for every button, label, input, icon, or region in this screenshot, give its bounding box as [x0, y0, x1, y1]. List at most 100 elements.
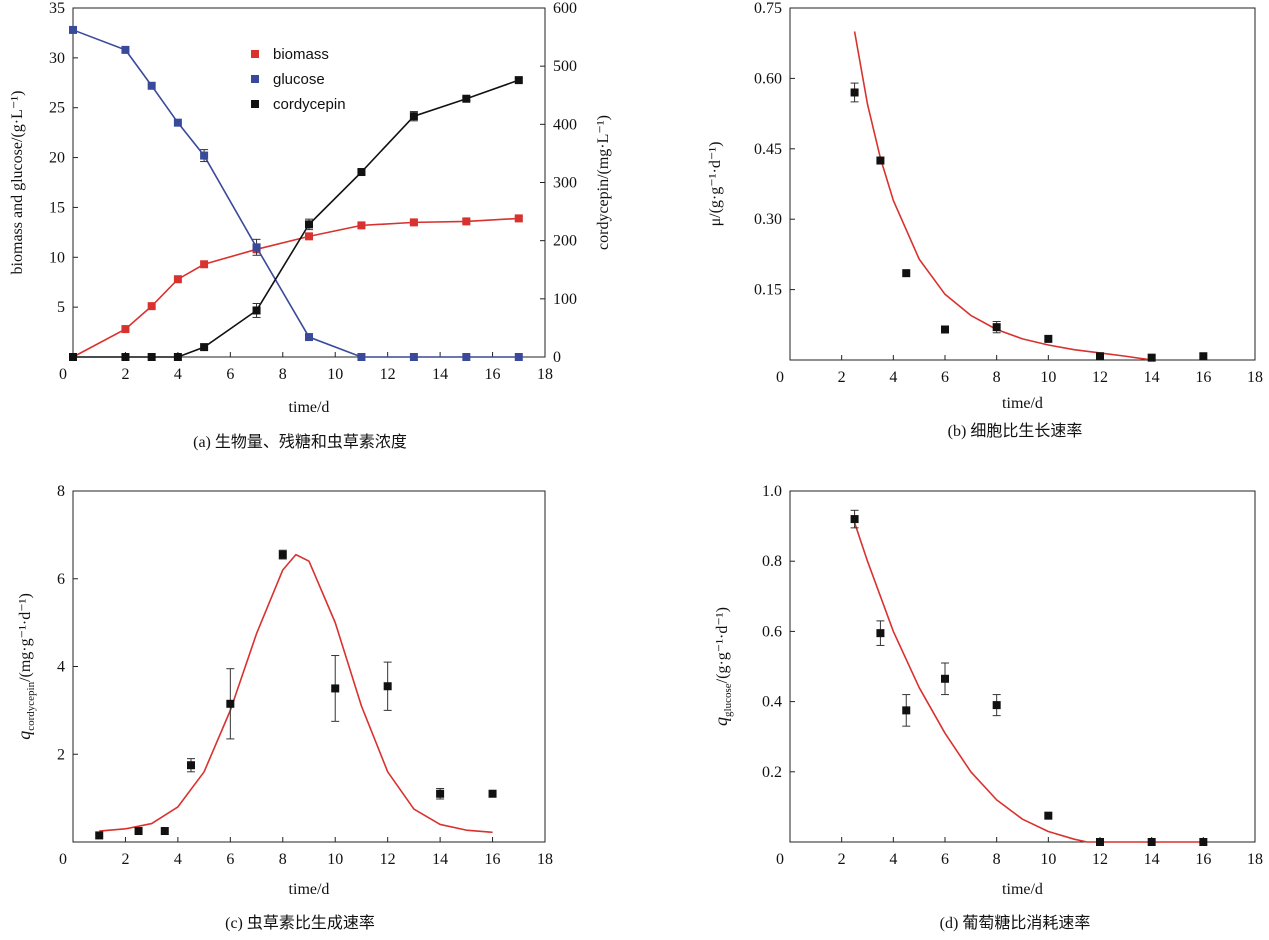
x-tick-label: 16 — [1195, 369, 1211, 386]
y-tick-label: 4 — [57, 659, 65, 676]
x-tick-label: 16 — [1195, 851, 1211, 868]
data-point-glucose — [409, 353, 418, 361]
y-tick-label: 5 — [57, 299, 65, 316]
fit-curve — [853, 522, 1204, 843]
data-point-biomass — [147, 302, 156, 311]
x-tick-label: 14 — [432, 366, 448, 383]
y-axis-label-subscript: cordycepin — [25, 681, 37, 730]
y-tick-label: 0.30 — [754, 211, 782, 228]
x-tick-label: 6 — [226, 851, 234, 868]
x-tick-label: 8 — [993, 851, 1001, 868]
data-point — [876, 629, 885, 638]
y-tick-label: 1.0 — [762, 483, 782, 500]
panel-caption: (c) 虫草素比生成速率 — [225, 914, 375, 932]
y-tick-label: 0.15 — [754, 282, 782, 299]
x-tick-label: 2 — [838, 369, 846, 386]
data-point-biomass — [514, 214, 523, 223]
data-point-cordycepin — [462, 94, 471, 103]
data-point-cordycepin — [69, 353, 77, 361]
data-point — [160, 827, 169, 836]
x-tick-label: 0 — [59, 366, 67, 383]
data-point — [1199, 352, 1208, 361]
data-point — [278, 550, 287, 559]
data-point — [187, 761, 195, 770]
y-tick-label: 0.8 — [762, 553, 782, 570]
x-tick-label: 6 — [941, 851, 949, 868]
data-point — [1147, 838, 1156, 846]
data-point — [992, 701, 1001, 710]
x-tick-label: 14 — [1144, 851, 1160, 868]
x-tick-label: 0 — [776, 369, 784, 386]
data-point — [992, 323, 1001, 332]
y-axis-label-symbol: q — [711, 717, 731, 726]
y-axis-label: biomass and glucose/(g·L⁻¹) — [9, 91, 26, 275]
y2-tick-label: 400 — [553, 116, 577, 133]
x-axis-label: time/d — [289, 399, 330, 416]
x-tick-label: 4 — [889, 369, 897, 386]
y-axis-label-unit: /(mg·g⁻¹·d⁻¹) — [17, 593, 34, 682]
plot-frame — [789, 7, 1256, 361]
y-axis-label: μ/(g·g⁻¹·d⁻¹) — [707, 142, 724, 227]
x-tick-label: 10 — [1040, 369, 1056, 386]
data-point-cordycepin — [252, 306, 261, 315]
data-point-glucose — [173, 118, 182, 127]
x-tick-label: 14 — [432, 851, 448, 868]
y-tick-label: 25 — [49, 100, 65, 117]
legend-label-glucose: glucose — [273, 71, 325, 88]
data-point-biomass — [200, 260, 209, 269]
data-point — [850, 515, 859, 524]
data-point-cordycepin — [173, 353, 182, 361]
chart-panel-d: 0 2 4 6 8 10 12 14 16 18 0.2 0.4 0.6 0.8 1.0 time/d qglu… — [711, 483, 1263, 932]
data-point — [941, 325, 949, 334]
data-point-cordycepin — [147, 353, 156, 361]
data-point — [1044, 811, 1053, 820]
data-point-glucose — [147, 81, 156, 90]
data-point-biomass — [173, 275, 182, 284]
x-tick-label: 0 — [59, 851, 67, 868]
data-point — [1147, 353, 1156, 362]
x-tick-label: 6 — [226, 366, 234, 383]
x-tick-label: 4 — [174, 366, 182, 383]
data-point-cordycepin — [409, 112, 418, 121]
x-tick-label: 12 — [380, 366, 396, 383]
x-tick-label: 12 — [1092, 369, 1108, 386]
data-point-biomass — [462, 217, 471, 226]
data-point-biomass — [121, 325, 130, 334]
data-point — [134, 827, 143, 836]
data-point-cordycepin — [305, 220, 313, 229]
data-point — [1096, 352, 1104, 361]
data-point-biomass — [305, 232, 313, 241]
chart-panel-b: 0 2 4 6 8 10 12 14 16 18 0.15 0.30 0.45 0.60 0.75 time/… — [707, 0, 1263, 440]
series-line-biomass — [72, 217, 519, 358]
x-tick-label: 8 — [279, 851, 287, 868]
y-tick-label: 0.60 — [754, 70, 782, 87]
x-tick-label: 14 — [1144, 369, 1160, 386]
x-tick-label: 16 — [485, 851, 501, 868]
data-point — [1096, 838, 1104, 846]
data-point-glucose — [514, 353, 523, 361]
x-tick-label: 16 — [485, 366, 501, 383]
data-point — [331, 684, 340, 693]
data-point — [1044, 334, 1053, 343]
x-axis-label: time/d — [289, 881, 330, 898]
x-tick-label: 18 — [1247, 851, 1263, 868]
x-tick-label: 12 — [1092, 851, 1108, 868]
legend-marker-cordycepin — [251, 100, 259, 108]
data-point-cordycepin — [200, 343, 209, 352]
x-tick-label: 18 — [1247, 369, 1263, 386]
data-point — [850, 88, 859, 97]
y-tick-label: 10 — [49, 249, 65, 266]
data-point — [488, 789, 497, 798]
data-point-glucose — [200, 151, 209, 160]
data-point — [383, 682, 392, 691]
legend-label-cordycepin: cordycepin — [273, 96, 346, 113]
x-tick-label: 6 — [941, 369, 949, 386]
y-tick-label: 35 — [49, 0, 65, 17]
chart-panel-c: 0 2 4 6 8 10 12 14 16 182468time/dqcordycepin/(mg… — [14, 483, 553, 932]
panel-caption: (b) 细胞比生长速率 — [948, 422, 1083, 440]
y-tick-label: 0.75 — [754, 0, 782, 17]
data-point — [941, 674, 949, 683]
y-tick-label: 15 — [49, 199, 65, 216]
x-axis-label: time/d — [1002, 395, 1043, 412]
